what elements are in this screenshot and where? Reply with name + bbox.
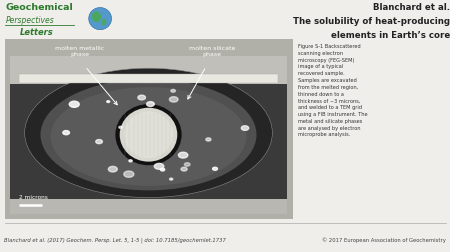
Ellipse shape xyxy=(115,105,182,166)
FancyBboxPatch shape xyxy=(4,40,292,219)
Circle shape xyxy=(169,97,178,103)
Circle shape xyxy=(160,169,165,171)
Text: Perspectives: Perspectives xyxy=(5,16,54,25)
Text: The solubility of heat-producing: The solubility of heat-producing xyxy=(293,17,450,26)
FancyBboxPatch shape xyxy=(19,74,278,83)
Text: 2 microns: 2 microns xyxy=(19,195,48,200)
Circle shape xyxy=(154,164,164,170)
Circle shape xyxy=(212,168,217,171)
FancyBboxPatch shape xyxy=(10,56,287,214)
Circle shape xyxy=(241,126,249,131)
Ellipse shape xyxy=(101,20,107,26)
Text: Blanchard et al. (2017) Geochem. Persp. Let. 5, 1-5 | doi: 10.7185/geochemlet.17: Blanchard et al. (2017) Geochem. Persp. … xyxy=(4,237,226,242)
Ellipse shape xyxy=(25,69,272,198)
Ellipse shape xyxy=(92,12,101,23)
Circle shape xyxy=(107,101,110,103)
Circle shape xyxy=(96,140,103,144)
Circle shape xyxy=(63,131,69,135)
Circle shape xyxy=(138,96,145,101)
Text: Geochemical: Geochemical xyxy=(5,3,73,12)
Text: Figure S-1 Backscattered
scanning electron
microscopy (FEG-SEM)
image of a typic: Figure S-1 Backscattered scanning electr… xyxy=(298,44,368,137)
Ellipse shape xyxy=(40,80,256,191)
Circle shape xyxy=(69,102,79,108)
Text: Letters: Letters xyxy=(20,28,54,37)
Circle shape xyxy=(108,167,117,172)
Circle shape xyxy=(124,171,134,178)
Circle shape xyxy=(147,102,154,107)
Text: molten metallic
phase: molten metallic phase xyxy=(55,46,104,56)
Circle shape xyxy=(119,127,122,129)
Text: © 2017 European Association of Geochemistry: © 2017 European Association of Geochemis… xyxy=(322,237,446,242)
Text: molten silicate
phase: molten silicate phase xyxy=(189,46,235,56)
Circle shape xyxy=(89,9,112,30)
FancyBboxPatch shape xyxy=(10,56,287,85)
FancyBboxPatch shape xyxy=(10,200,287,214)
Circle shape xyxy=(181,168,187,171)
Ellipse shape xyxy=(120,108,177,162)
Circle shape xyxy=(129,160,132,162)
Circle shape xyxy=(206,138,211,142)
Circle shape xyxy=(170,178,173,180)
Text: elements in Earth’s core: elements in Earth’s core xyxy=(331,31,450,40)
Ellipse shape xyxy=(50,88,247,186)
Text: Blanchard et al.: Blanchard et al. xyxy=(373,3,450,12)
Circle shape xyxy=(184,163,190,167)
Circle shape xyxy=(178,152,188,159)
Ellipse shape xyxy=(124,112,173,159)
Circle shape xyxy=(171,90,176,93)
